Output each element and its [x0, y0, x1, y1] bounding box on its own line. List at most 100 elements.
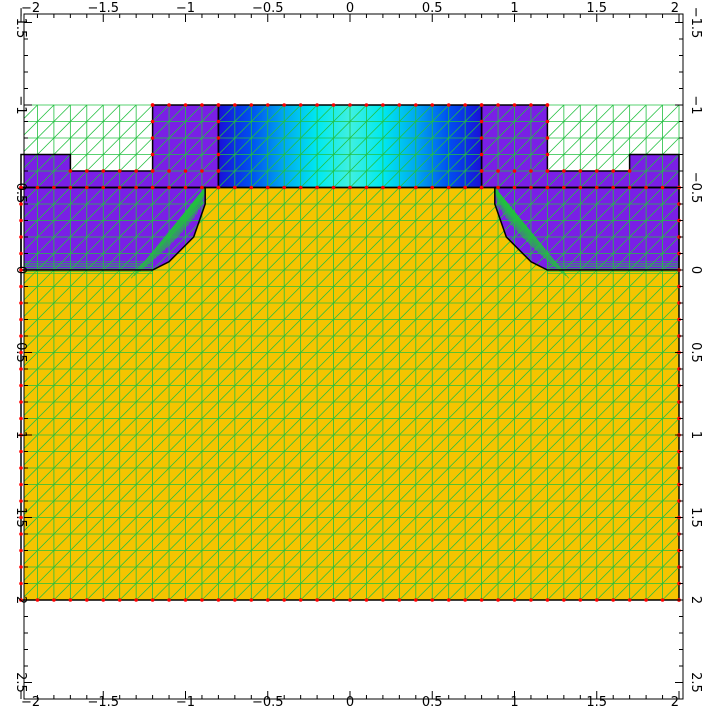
mesh-edge: [86, 533, 104, 551]
mesh-edge: [135, 269, 153, 287]
mesh-edge: [152, 187, 170, 205]
mesh-edge: [349, 302, 367, 320]
mesh-edge: [547, 170, 565, 188]
mesh-edge: [185, 352, 203, 370]
mesh-edge: [119, 352, 137, 370]
mesh-edge: [645, 121, 663, 139]
mesh-edge: [86, 517, 104, 535]
mesh-edge: [612, 121, 630, 139]
mesh-edge: [431, 137, 449, 155]
mesh-edge: [152, 269, 170, 287]
mesh-edge: [662, 500, 680, 518]
x-tick-label-top: 2: [671, 1, 679, 16]
mesh-edge: [629, 335, 647, 353]
mesh-edge: [629, 104, 647, 122]
mesh-edge: [251, 121, 269, 139]
mesh-edge: [415, 253, 433, 271]
mesh-edge: [514, 500, 532, 518]
mesh-edge: [234, 401, 252, 419]
mesh-edge: [102, 121, 120, 139]
mesh-edge: [37, 583, 55, 601]
mesh-edge: [382, 500, 400, 518]
mesh-edge: [102, 385, 120, 403]
mesh-edge: [497, 583, 515, 601]
mesh-edge: [24, 269, 38, 285]
mesh-node: [446, 103, 451, 107]
mesh-edge: [497, 566, 515, 584]
mesh-edge: [645, 236, 663, 254]
mesh-edge: [563, 368, 581, 386]
mesh-edge: [300, 500, 318, 518]
x-tick-label-bottom: 1.5: [586, 695, 607, 708]
mesh-node: [233, 185, 237, 190]
mesh-node: [19, 515, 23, 520]
mesh-node: [19, 284, 23, 289]
mesh-edge: [119, 368, 137, 386]
mesh-edge: [481, 517, 499, 535]
mesh-edge: [267, 533, 285, 551]
mesh-edge: [201, 418, 219, 436]
mesh-node: [216, 103, 221, 107]
mesh-edge: [70, 170, 88, 188]
mesh-edge: [530, 104, 548, 122]
mesh-edge: [530, 434, 548, 452]
mesh-node: [68, 169, 73, 173]
mesh-edge: [530, 352, 548, 370]
mesh-edge: [53, 434, 71, 452]
mesh-edge: [481, 302, 499, 320]
mesh-edge: [431, 220, 449, 238]
mesh-edge: [234, 170, 252, 188]
mesh-edge: [612, 500, 630, 518]
mesh-edge: [629, 418, 647, 436]
mesh-edge: [135, 220, 153, 238]
mesh-edge: [645, 104, 663, 122]
mesh-edge: [201, 220, 219, 238]
mesh-edge: [53, 500, 71, 518]
mesh-node: [430, 185, 435, 190]
mesh-edge: [563, 302, 581, 320]
mesh-edge: [596, 550, 614, 568]
mesh-edge: [662, 154, 680, 172]
mesh-edge: [234, 335, 252, 353]
mesh-edge: [580, 187, 598, 205]
mesh-node: [19, 218, 23, 223]
mesh-edge: [662, 302, 680, 320]
mesh-node: [265, 598, 270, 602]
mesh-edge: [283, 484, 301, 502]
mesh-edge: [70, 583, 88, 601]
mesh-edge: [267, 121, 285, 139]
mesh-edge: [316, 154, 334, 172]
mesh-edge: [662, 335, 680, 353]
mesh-edge: [168, 137, 186, 155]
mesh-edge: [234, 319, 252, 337]
mesh-edge: [333, 418, 351, 436]
mesh-edge: [366, 385, 384, 403]
mesh-edge: [70, 401, 88, 419]
mesh-edge: [119, 434, 137, 452]
mesh-edge: [431, 550, 449, 568]
mesh-edge: [53, 533, 71, 551]
mesh-edge: [382, 302, 400, 320]
x-tick-label-top: 1: [510, 1, 518, 16]
mesh-edge: [53, 583, 71, 601]
mesh-edge: [645, 203, 663, 221]
mesh-edge: [431, 253, 449, 271]
mesh-edge: [464, 500, 482, 518]
x-tick-label-top: −0.5: [252, 1, 284, 16]
mesh-edge: [316, 137, 334, 155]
mesh-node: [529, 185, 533, 190]
mesh-edge: [185, 368, 203, 386]
mesh-edge: [596, 220, 614, 238]
mesh-edge: [481, 368, 499, 386]
mesh-edge: [119, 286, 137, 304]
mesh-edge: [580, 121, 598, 139]
mesh-node: [562, 185, 566, 190]
mesh-edge: [267, 170, 285, 188]
mesh-edge: [596, 484, 614, 502]
mesh-edge: [366, 368, 384, 386]
mesh-edge: [70, 154, 88, 172]
mesh-edge: [168, 253, 186, 271]
plot-frame: [23, 13, 684, 700]
mesh-edge: [481, 533, 499, 551]
